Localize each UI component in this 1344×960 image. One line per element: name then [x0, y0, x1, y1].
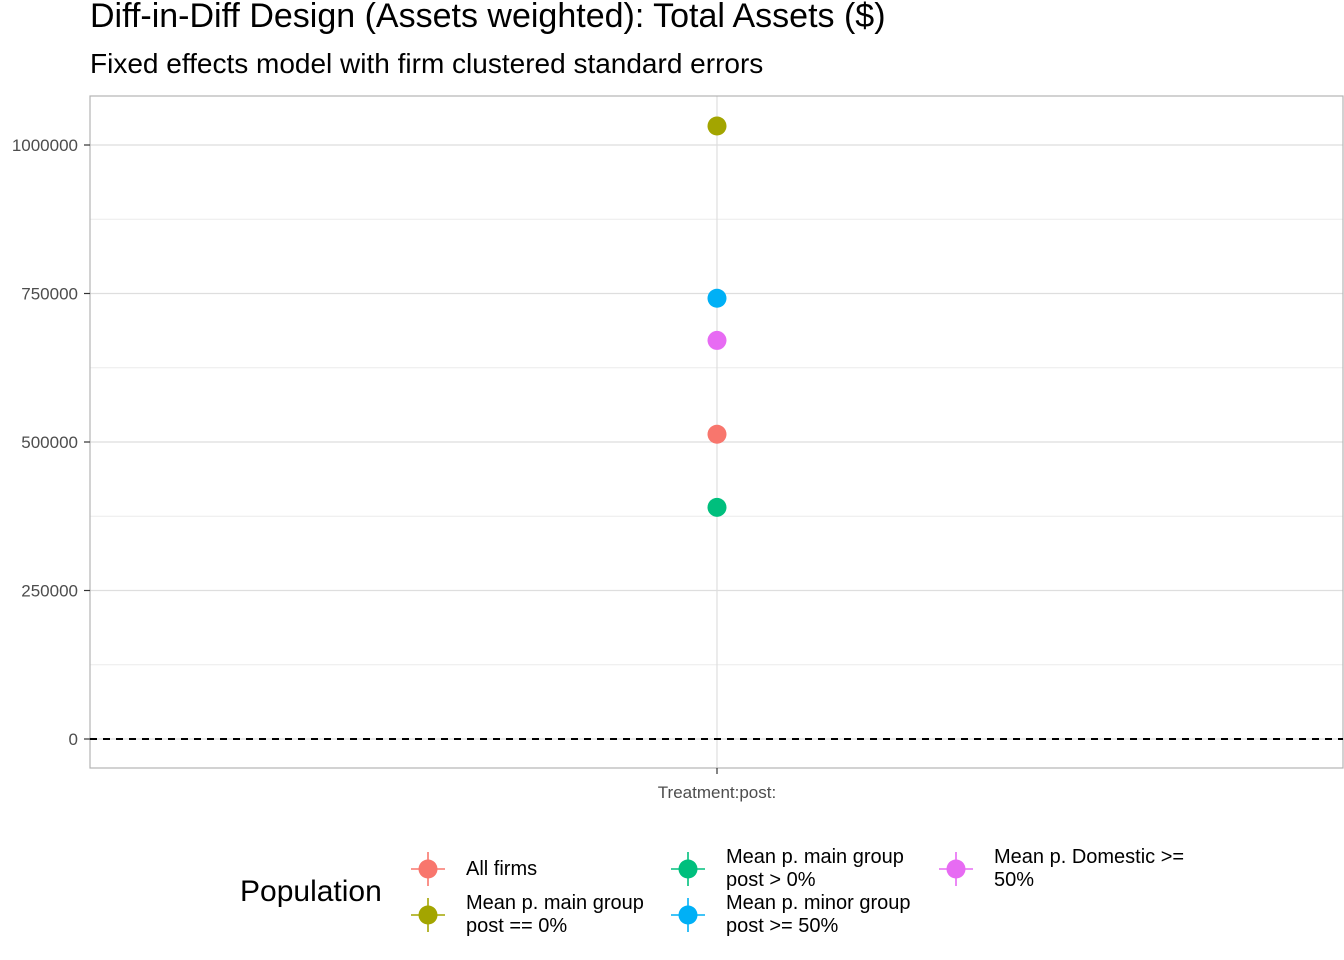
legend-key: [411, 852, 445, 886]
legend-key: [671, 898, 705, 932]
x-tick-label: Treatment:post:: [658, 783, 776, 802]
legend-item: All firms: [410, 846, 710, 892]
legend-key-point: [678, 859, 698, 879]
y-tick-label: 250000: [21, 582, 78, 601]
legend-item: Mean p. minor group post >= 50%: [670, 892, 970, 938]
chart-title: Diff-in-Diff Design (Assets weighted): T…: [90, 0, 886, 35]
y-tick-label: 500000: [21, 433, 78, 452]
legend-key-point: [418, 905, 438, 925]
legend-label: Mean p. minor group post >= 50%: [726, 892, 911, 937]
legend-key: [939, 852, 973, 886]
legend-item: Mean p. main group post == 0%: [410, 892, 710, 938]
data-point: [707, 497, 727, 517]
data-point: [707, 116, 727, 136]
legend-label: All firms: [466, 857, 538, 880]
legend-key: [671, 852, 705, 886]
legend-key-point: [418, 859, 438, 879]
data-point: [707, 330, 727, 350]
legend-label: Mean p. Domestic >= 50%: [994, 846, 1185, 891]
chart-subtitle: Fixed effects model with firm clustered …: [90, 48, 764, 79]
legend-key-point: [678, 905, 698, 925]
y-tick-label: 750000: [21, 285, 78, 304]
legend-item: Mean p. Domestic >= 50%: [938, 846, 1238, 892]
y-tick-label: 1000000: [12, 136, 78, 155]
legend-label: Mean p. main group post == 0%: [466, 892, 644, 937]
data-point: [707, 424, 727, 444]
legend-item: Mean p. main group post > 0%: [670, 846, 970, 892]
data-point: [707, 288, 727, 308]
y-tick-label: 0: [69, 730, 78, 749]
legend-key-point: [946, 859, 966, 879]
legend-title: Population: [240, 875, 382, 908]
legend-label: Mean p. main group post > 0%: [726, 846, 904, 891]
legend-key: [411, 898, 445, 932]
